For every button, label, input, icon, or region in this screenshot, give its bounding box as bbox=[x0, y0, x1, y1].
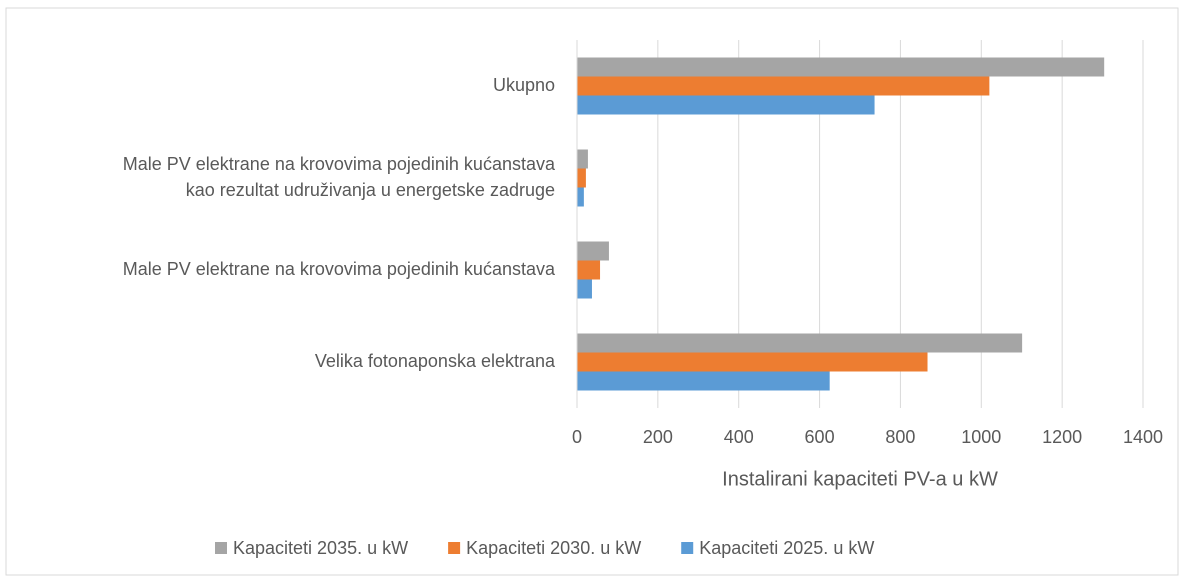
legend-swatch bbox=[681, 542, 694, 554]
bar bbox=[577, 168, 586, 188]
bar bbox=[577, 95, 875, 115]
bar bbox=[577, 352, 928, 372]
y-tick-label: Male PV elektrane na krovovima pojedinih… bbox=[123, 154, 556, 200]
bar bbox=[577, 333, 1023, 353]
bar bbox=[577, 76, 990, 96]
legend-swatch bbox=[448, 542, 461, 554]
bar bbox=[577, 187, 584, 207]
x-tick-label: 600 bbox=[805, 427, 835, 447]
legend-label: Kapaciteti 2030. u kW bbox=[466, 538, 641, 558]
x-tick-label: 200 bbox=[643, 427, 673, 447]
bar bbox=[577, 149, 588, 169]
x-axis-title: Instalirani kapaciteti PV-a u kW bbox=[722, 468, 998, 490]
x-tick-label: 0 bbox=[572, 427, 582, 447]
legend-label: Kapaciteti 2025. u kW bbox=[699, 538, 874, 558]
bar bbox=[577, 279, 592, 299]
y-tick-label: Ukupno bbox=[493, 75, 555, 95]
bar bbox=[577, 371, 830, 391]
y-tick-label: Velika fotonaponska elektrana bbox=[315, 351, 556, 371]
x-tick-label: 400 bbox=[724, 427, 754, 447]
bar bbox=[577, 260, 601, 280]
x-tick-label: 800 bbox=[885, 427, 915, 447]
x-tick-label: 1400 bbox=[1123, 427, 1163, 447]
x-tick-label: 1200 bbox=[1042, 427, 1082, 447]
bar bbox=[577, 241, 609, 261]
legend-swatch bbox=[215, 542, 227, 554]
bar bbox=[577, 57, 1105, 77]
legend-label: Kapaciteti 2035. u kW bbox=[233, 538, 408, 558]
x-tick-label: 1000 bbox=[961, 427, 1001, 447]
y-tick-label: Male PV elektrane na krovovima pojedinih… bbox=[123, 259, 556, 279]
